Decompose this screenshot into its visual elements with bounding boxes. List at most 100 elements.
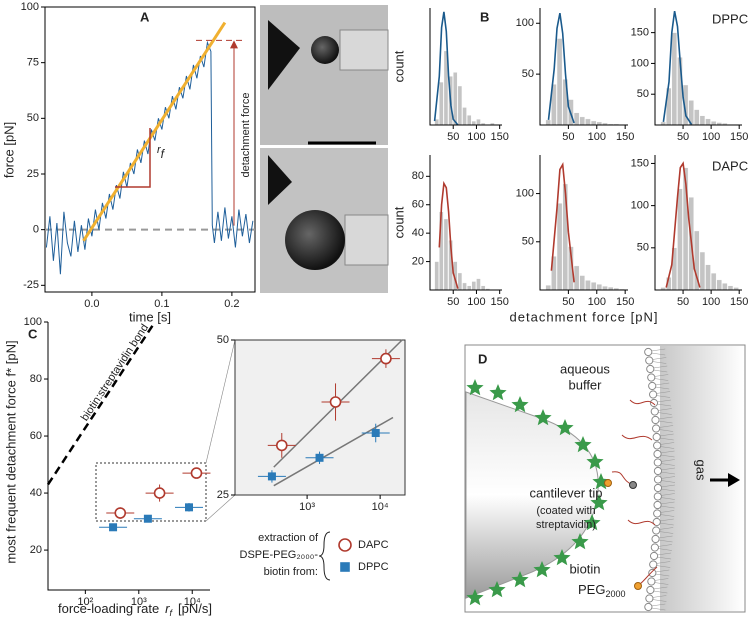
hist-bar bbox=[590, 120, 597, 126]
lipid-head bbox=[653, 466, 663, 476]
lipid-tail bbox=[660, 459, 675, 466]
y-tick-label: 100 bbox=[631, 200, 649, 212]
x-tick-label: 50 bbox=[447, 296, 459, 308]
lipid-head bbox=[652, 526, 661, 535]
fit-curve bbox=[547, 12, 575, 124]
x-tick-label: 50 bbox=[447, 131, 459, 143]
y-tick-label: 50 bbox=[27, 112, 39, 124]
y-tick-label: 50 bbox=[637, 88, 649, 100]
lipid-head bbox=[649, 560, 658, 569]
lipid-tail bbox=[656, 391, 671, 398]
bond-label: biotin:streptavidin bond bbox=[79, 322, 151, 423]
fit-curve bbox=[433, 11, 459, 126]
x-tick-label: 150 bbox=[616, 296, 634, 308]
lipid-tail bbox=[654, 374, 669, 381]
lipid-head bbox=[650, 543, 659, 552]
streptavidin bbox=[466, 589, 484, 606]
fit-curve bbox=[662, 10, 693, 125]
y-tick-label: 60 bbox=[412, 199, 424, 211]
y-axis-label: most frequent detachment force f* [pN] bbox=[3, 340, 18, 563]
y-tick-label: 40 bbox=[30, 487, 42, 499]
x-axis-label: force-loading rate rf [pN/s] bbox=[58, 601, 212, 618]
hist-bar bbox=[710, 272, 717, 291]
lipid-head bbox=[645, 594, 654, 603]
legend-marker bbox=[338, 538, 352, 552]
lipid-head bbox=[653, 475, 663, 484]
fit-line bbox=[82, 21, 227, 242]
hist-bar bbox=[462, 107, 467, 126]
streptavidin bbox=[553, 549, 571, 566]
lipid-head bbox=[649, 398, 659, 408]
x-tick-label: 0.2 bbox=[224, 298, 239, 310]
bond-line bbox=[46, 321, 156, 486]
lipid-head bbox=[653, 483, 663, 493]
data-point bbox=[267, 472, 276, 481]
lipid-head bbox=[652, 517, 661, 527]
lipid-tail bbox=[660, 476, 676, 483]
legend-title: extraction of bbox=[258, 532, 319, 544]
legend-brace bbox=[318, 531, 331, 581]
lipid-tail bbox=[657, 408, 672, 415]
hist-bar bbox=[710, 121, 717, 126]
lipid-tail bbox=[653, 365, 668, 373]
y-tick-label: 50 bbox=[637, 242, 649, 254]
data-point bbox=[315, 453, 324, 462]
hist-bar bbox=[556, 203, 563, 291]
x-axis-label: detachment force [pN] bbox=[510, 309, 659, 324]
lipid-head bbox=[646, 585, 655, 595]
peg-sub: 2000 bbox=[605, 589, 625, 599]
hist-bar bbox=[573, 112, 580, 126]
y-tick-label: 150 bbox=[631, 157, 649, 169]
lipid-tail bbox=[651, 603, 666, 611]
y-tick-label: 60 bbox=[30, 430, 42, 442]
axes bbox=[429, 8, 502, 126]
x-tick-label: 0.0 bbox=[84, 298, 99, 310]
lipid-head bbox=[653, 449, 662, 459]
rate-label: rf bbox=[157, 144, 166, 161]
streptavidin bbox=[571, 533, 589, 550]
y-tick-label: 25 bbox=[27, 168, 39, 180]
trend-line bbox=[273, 416, 394, 487]
y-tick-label: 100 bbox=[24, 316, 42, 328]
series-label: DPPC bbox=[712, 11, 748, 26]
streptavidin bbox=[489, 384, 507, 401]
tip-label: (coated with bbox=[536, 505, 595, 517]
data-point bbox=[153, 487, 166, 499]
hist-bar bbox=[466, 285, 472, 291]
lipid-head bbox=[644, 347, 653, 357]
fit-curve bbox=[550, 162, 575, 283]
hist-bar bbox=[694, 109, 700, 126]
lipid-head bbox=[653, 500, 662, 510]
fit-curve bbox=[665, 161, 701, 288]
hist-bar bbox=[705, 118, 711, 126]
panel-label: A bbox=[140, 9, 150, 24]
lipid-tail bbox=[653, 586, 668, 594]
lipid-tail bbox=[659, 425, 674, 432]
y-tick-label: 20 bbox=[30, 544, 42, 556]
lipid-tail bbox=[660, 501, 675, 509]
hist-bar bbox=[579, 275, 586, 291]
streptavidin bbox=[590, 494, 608, 511]
peg-text: PEG bbox=[578, 582, 605, 597]
y-tick-label: 40 bbox=[412, 227, 424, 239]
lipid-head bbox=[653, 441, 662, 450]
lipid-head bbox=[652, 424, 661, 433]
legend-title: DSPE-PEG₂₀₀₀- bbox=[240, 549, 319, 561]
y-tick-label: 20 bbox=[412, 255, 424, 267]
y-axis-label: count bbox=[391, 50, 406, 82]
lipid-head bbox=[647, 577, 656, 586]
y-tick-label: 50 bbox=[522, 68, 534, 80]
data-point bbox=[275, 439, 288, 452]
x-tick-label: 100 bbox=[467, 296, 485, 308]
lipid-tail bbox=[658, 535, 673, 543]
legend-marker bbox=[340, 562, 350, 572]
x-tick-label: 50 bbox=[677, 131, 689, 143]
x-tick-label: 10³ bbox=[131, 596, 147, 608]
lipid-tail bbox=[651, 348, 666, 356]
x-tick-label: 150 bbox=[490, 131, 508, 143]
gas-label: gas bbox=[694, 460, 709, 481]
hist-bar bbox=[462, 282, 467, 291]
axes bbox=[539, 155, 628, 291]
lipid-tail bbox=[652, 357, 667, 364]
hist-bar bbox=[699, 251, 706, 291]
